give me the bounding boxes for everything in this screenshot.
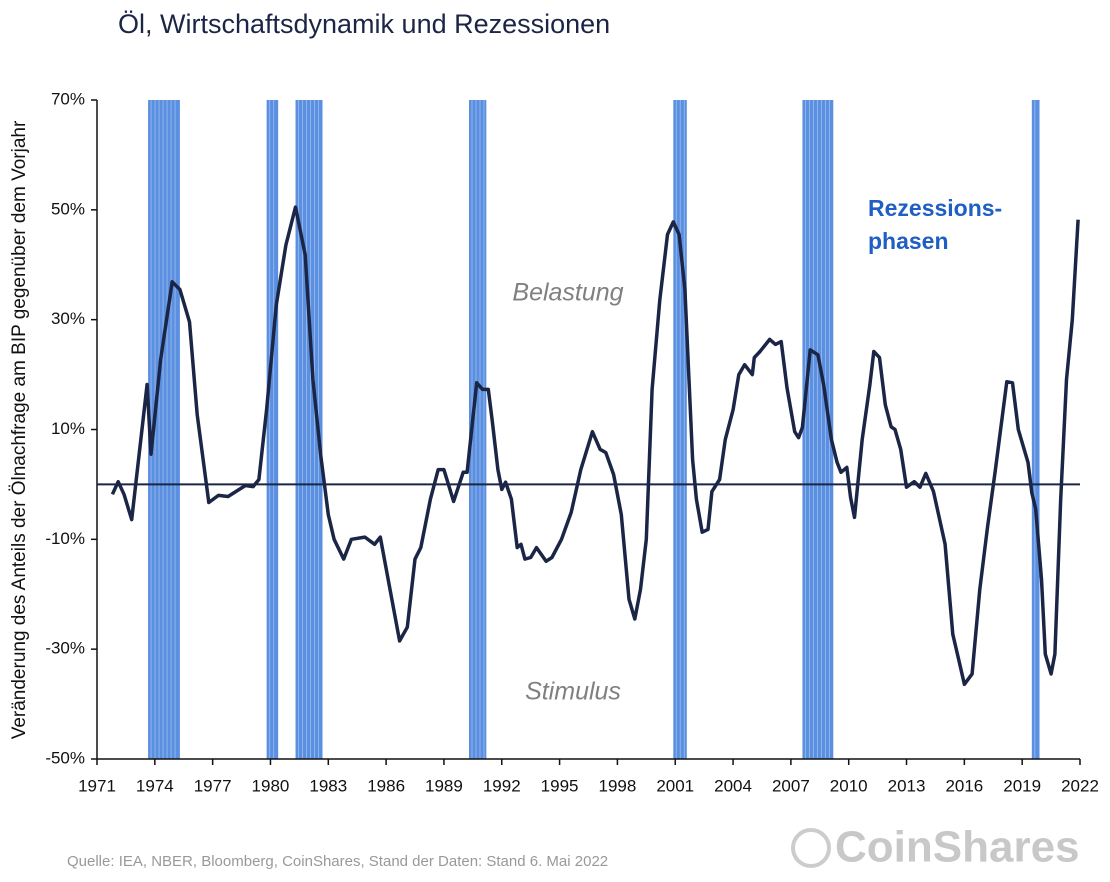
x-tick-label: 2010 [830, 776, 868, 795]
source-note: Quelle: IEA, NBER, Bloomberg, CoinShares… [67, 853, 608, 870]
recession-band [1031, 100, 1040, 759]
x-tick-label: 1995 [541, 776, 579, 795]
chart-title: Öl, Wirtschaftsdynamik und Rezessionen [118, 9, 610, 39]
y-tick-label: 30% [51, 309, 85, 328]
y-tick-label: -10% [45, 529, 85, 548]
x-tick-label: 1992 [483, 776, 521, 795]
x-tick-label: 1983 [309, 776, 347, 795]
y-axis-label: Veränderung des Anteils der Ölnachfrage … [9, 120, 30, 739]
x-tick-label: 2013 [888, 776, 926, 795]
data-line [110, 205, 1080, 687]
brand-logo: CoinShares [835, 823, 1080, 872]
brand-icon [791, 828, 831, 868]
x-tick-label: 2001 [656, 776, 694, 795]
x-tick-label: 1998 [598, 776, 636, 795]
y-tick-label: 50% [51, 199, 85, 218]
plot-area: -50% -30% -10% 10% 30% 50% 70% 1971 1974 1977 1980… [45, 89, 1099, 795]
x-tick-label: 1989 [425, 776, 463, 795]
annotation: Stimulus [525, 678, 621, 706]
recession-label: phasen [868, 228, 949, 254]
recession-label: Rezessions- [868, 195, 1002, 221]
x-tick-label: 2016 [945, 776, 983, 795]
recession-band [266, 100, 279, 759]
x-tick-label: 1986 [367, 776, 405, 795]
x-tick-label: 1971 [78, 776, 116, 795]
x-tick-label: 1974 [136, 776, 174, 795]
y-tick-label: 10% [51, 419, 85, 438]
y-tick-label: 70% [51, 89, 85, 108]
x-tick-label: 2004 [714, 776, 752, 795]
y-tick-label: -50% [45, 748, 85, 767]
annotation: Belastung [512, 279, 623, 307]
y-tick-label: -30% [45, 639, 85, 658]
x-tick-label: 2019 [1003, 776, 1041, 795]
x-tick-label: 1977 [194, 776, 232, 795]
x-tick-label: 2007 [772, 776, 810, 795]
recession-band [468, 100, 487, 759]
x-tick-label: 1980 [252, 776, 290, 795]
x-tick-label: 2022 [1061, 776, 1099, 795]
